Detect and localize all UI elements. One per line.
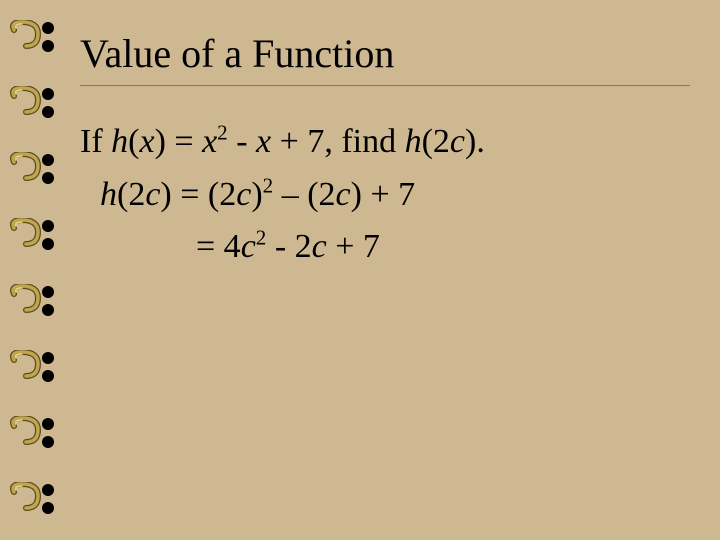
spiral-ring: [8, 218, 42, 246]
txt: ) =: [155, 123, 203, 160]
spiral-ring: [8, 482, 42, 510]
var-c: c: [241, 228, 256, 265]
binding-hole: [42, 352, 54, 364]
binding-hole: [42, 502, 54, 514]
txt: ) + 7: [351, 176, 416, 213]
binding-hole: [42, 22, 54, 34]
spiral-ring: [8, 86, 42, 114]
binding-hole: [42, 436, 54, 448]
binding-hole: [42, 238, 54, 250]
txt: ) = (2: [160, 176, 236, 213]
binding-hole: [42, 286, 54, 298]
spiral-ring: [8, 20, 42, 48]
binding-hole: [42, 304, 54, 316]
var-c: c: [236, 176, 251, 213]
line-2: h(2c) = (2c)2 – (2c) + 7: [80, 169, 690, 222]
var-h: h: [100, 176, 117, 213]
var-c: c: [145, 176, 160, 213]
binding-hole: [42, 40, 54, 52]
txt: (2: [422, 123, 450, 160]
binding-hole: [42, 106, 54, 118]
binding-hole: [42, 172, 54, 184]
txt: ).: [465, 123, 485, 160]
sup: 2: [263, 173, 274, 197]
txt: - 2: [266, 228, 311, 265]
txt: (: [128, 123, 139, 160]
math-body: If h(x) = x2 - x + 7, find h(2c). h(2c) …: [80, 116, 690, 274]
spiral-ring: [8, 284, 42, 312]
txt: (2: [117, 176, 145, 213]
var-h: h: [405, 123, 422, 160]
spiral-ring: [8, 350, 42, 378]
binding-hole: [42, 154, 54, 166]
binding-hole: [42, 88, 54, 100]
txt: = 4: [196, 228, 241, 265]
spiral-binding: [0, 0, 60, 540]
var-h: h: [111, 123, 128, 160]
spiral-ring: [8, 152, 42, 180]
var-c: c: [312, 228, 327, 265]
sup: 2: [256, 226, 267, 250]
txt: If: [80, 123, 111, 160]
txt: – (2: [273, 176, 335, 213]
binding-hole: [42, 370, 54, 382]
txt: -: [228, 123, 256, 160]
var-x: x: [256, 123, 271, 160]
txt: ): [251, 176, 262, 213]
spiral-ring: [8, 416, 42, 444]
txt: + 7: [327, 228, 380, 265]
var-x: x: [139, 123, 154, 160]
var-c: c: [336, 176, 351, 213]
line-1: If h(x) = x2 - x + 7, find h(2c).: [80, 116, 690, 169]
txt: + 7, find: [271, 123, 404, 160]
var-x: x: [202, 123, 217, 160]
binding-hole: [42, 418, 54, 430]
page-title: Value of a Function: [80, 30, 690, 86]
sup: 2: [217, 121, 228, 145]
line-3: = 4c2 - 2c + 7: [80, 221, 690, 274]
binding-hole: [42, 220, 54, 232]
slide-content: Value of a Function If h(x) = x2 - x + 7…: [80, 30, 690, 274]
binding-hole: [42, 484, 54, 496]
var-c: c: [450, 123, 465, 160]
